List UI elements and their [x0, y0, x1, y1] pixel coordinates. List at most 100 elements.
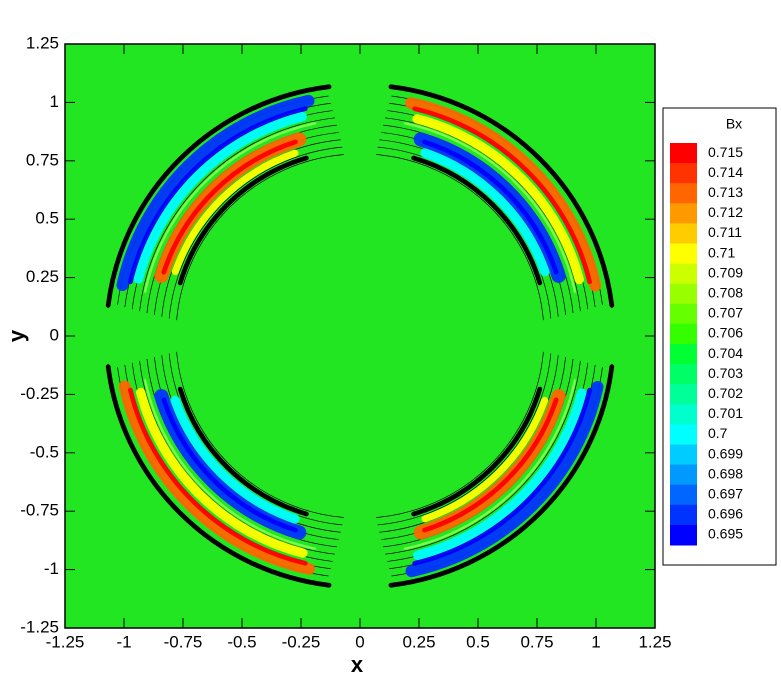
- legend-swatch: [670, 243, 697, 265]
- legend-swatch: [670, 484, 697, 506]
- y-tick-label: 0.25: [26, 267, 59, 286]
- legend-swatch: [670, 444, 697, 466]
- contour-line: [143, 122, 317, 293]
- legend-swatch: [670, 504, 697, 526]
- y-tick-label: -1.25: [20, 617, 59, 636]
- legend-swatch: [670, 223, 697, 244]
- x-tick-label: -1.25: [46, 632, 85, 651]
- contour-band: [412, 114, 584, 285]
- legend-swatch: [670, 183, 697, 204]
- contour-band: [171, 149, 299, 276]
- legend-swatch: [670, 203, 697, 224]
- legend-swatch: [670, 404, 697, 425]
- legend-label: 0.706: [708, 325, 743, 341]
- x-tick-label: -0.75: [164, 632, 203, 651]
- contour-band: [422, 139, 559, 275]
- contour-band: [133, 112, 308, 284]
- legend-swatch: [670, 263, 697, 285]
- contour-band: [420, 148, 550, 277]
- contour-line: [376, 154, 544, 321]
- legend-swatch: [670, 303, 697, 325]
- contour-line: [176, 351, 344, 518]
- y-tick-label: -0.75: [20, 501, 59, 520]
- contour-line: [105, 84, 332, 308]
- legend-swatch: [670, 283, 697, 305]
- legend-label: 0.714: [708, 164, 743, 180]
- contour-band: [421, 396, 549, 523]
- legend-label: 0.704: [708, 345, 743, 361]
- y-tick-label: -1: [44, 559, 59, 578]
- x-tick-label: 0.75: [520, 632, 553, 651]
- contour-line: [105, 364, 332, 588]
- contour-line: [388, 364, 615, 588]
- legend-label: 0.71: [708, 244, 735, 260]
- contour-line: [176, 154, 344, 321]
- y-tick-label: 0.5: [35, 209, 59, 228]
- legend-label: 0.707: [708, 305, 743, 321]
- contour-line: [403, 122, 577, 293]
- legend-label: 0.708: [708, 284, 743, 300]
- legend-swatch: [670, 384, 697, 405]
- contour-line: [168, 146, 343, 319]
- x-tick-label: 1: [591, 632, 600, 651]
- x-tick-label: -0.5: [227, 632, 256, 651]
- x-axis-label: x: [351, 652, 364, 677]
- contour-band: [128, 106, 308, 285]
- legend-swatch: [670, 344, 697, 365]
- contour-band: [116, 94, 315, 292]
- legend-swatch: [670, 323, 697, 345]
- x-tick-label: -1: [116, 632, 131, 651]
- legend-label: 0.697: [708, 485, 743, 501]
- contour-band: [170, 395, 300, 524]
- contour-band: [412, 388, 587, 560]
- y-axis-label: y: [4, 329, 29, 342]
- contour-line: [388, 84, 615, 308]
- legend-label: 0.696: [708, 506, 743, 522]
- contour-band: [422, 397, 559, 533]
- contour-line: [139, 360, 335, 555]
- legend-label: 0.715: [708, 144, 743, 160]
- x-tick-label: -0.25: [282, 632, 321, 651]
- contour-line: [177, 155, 309, 286]
- legend-label: 0.709: [708, 264, 743, 280]
- contour-band: [136, 387, 308, 558]
- contour-line: [411, 155, 543, 286]
- legend-swatch: [670, 163, 697, 184]
- legend-label: 0.7: [708, 425, 728, 441]
- legend-label: 0.712: [708, 204, 743, 220]
- contour-line: [403, 379, 577, 550]
- legend-title: Bx: [726, 116, 742, 132]
- contour-line: [385, 117, 581, 312]
- y-tick-label: 0: [50, 325, 59, 344]
- x-tick-label: 0.5: [466, 632, 490, 651]
- legend: Bx0.7150.7140.7130.7120.7110.710.7090.70…: [662, 107, 777, 566]
- contour-band: [404, 97, 602, 292]
- plot-background: [65, 44, 655, 628]
- contour-band: [118, 380, 316, 575]
- y-tick-label: -0.25: [20, 384, 59, 403]
- legend-swatch: [670, 464, 697, 486]
- legend-swatch: [670, 364, 697, 385]
- contour-band: [161, 397, 298, 533]
- legend-label: 0.698: [708, 465, 743, 481]
- y-tick-label: 1: [50, 92, 59, 111]
- contour-line: [411, 386, 543, 517]
- legend-label: 0.701: [708, 405, 743, 421]
- x-tick-label: 1.25: [638, 632, 671, 651]
- contour-band: [412, 387, 592, 566]
- x-tick-label: 0.25: [402, 632, 435, 651]
- legend-label: 0.702: [708, 385, 743, 401]
- contour-band: [161, 139, 298, 275]
- legend-label: 0.703: [708, 365, 743, 381]
- contour-band: [128, 387, 308, 566]
- legend-label: 0.699: [708, 445, 743, 461]
- contour-field: [105, 84, 615, 588]
- legend-swatch: [670, 143, 697, 164]
- legend-label: 0.695: [708, 526, 743, 542]
- contour-line: [177, 386, 309, 517]
- legend-label: 0.711: [708, 224, 742, 240]
- contour-line: [143, 379, 317, 550]
- contour-line: [385, 360, 581, 555]
- legend-swatch: [670, 524, 697, 546]
